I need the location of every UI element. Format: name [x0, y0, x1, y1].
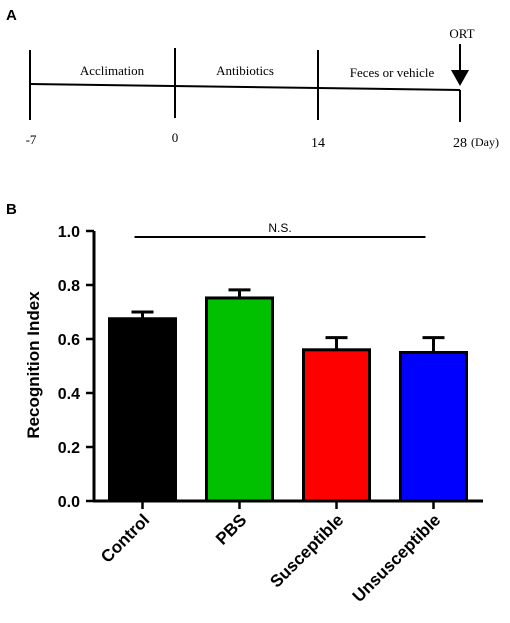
bar-unsusceptible [399, 351, 468, 503]
tick-label-14: 14 [311, 136, 325, 151]
tick-label-minus7: -7 [26, 132, 37, 147]
x-tick-label-control: Control [97, 510, 153, 566]
x-tick-label-pbs: PBS [212, 510, 250, 548]
bar-chart: 0.0 0.2 0.4 0.6 0.8 1.0 Control PBS Susceptible… [24, 221, 483, 606]
x-tick-label-susceptible: Susceptible [266, 510, 347, 591]
y-ticks: 0.0 0.2 0.4 0.6 0.8 1.0 [58, 224, 94, 511]
y-tick-label: 0.8 [58, 278, 80, 295]
significance-label: N.S. [268, 221, 291, 235]
ort-arrow-head [451, 70, 469, 86]
x-tick-labels: Control PBS Susceptible Unsusceptible [97, 501, 444, 606]
period-feces: Feces or vehicle [350, 65, 435, 80]
bars [108, 288, 468, 503]
y-tick-label: 1.0 [58, 224, 80, 241]
y-tick-label: 0.0 [58, 494, 80, 511]
y-tick-label: 0.4 [58, 386, 80, 403]
day-unit: (Day) [471, 135, 499, 149]
tick-label-0: 0 [172, 130, 179, 145]
bar-pbs [205, 296, 274, 503]
panel-b-label: B [6, 201, 17, 218]
y-tick-label: 0.2 [58, 440, 80, 457]
tick-label-28: 28 [453, 136, 467, 151]
bar-susceptible [302, 348, 371, 503]
timeline: Acclimation Antibiotics Feces or vehicle… [26, 26, 499, 151]
period-antibiotics: Antibiotics [216, 63, 274, 78]
x-tick-label-unsusceptible: Unsusceptible [349, 510, 445, 606]
period-acclimation: Acclimation [80, 63, 145, 78]
timeline-axis [29, 83, 461, 91]
bar-control [108, 317, 177, 503]
y-tick-label: 0.6 [58, 332, 80, 349]
y-axis-title: Recognition Index [24, 291, 43, 439]
panel-a-label: A [6, 7, 17, 24]
ort-label: ORT [449, 26, 474, 41]
